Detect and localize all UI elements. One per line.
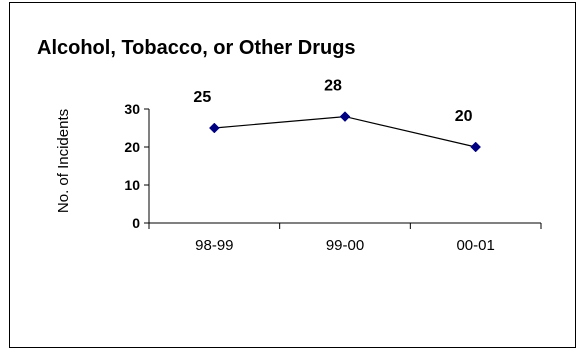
axes: 0 10 20 30 98-99 99-00 00-01: [124, 101, 542, 254]
y-tick-label: 30: [124, 101, 140, 117]
x-tick-label: 00-01: [456, 237, 494, 254]
y-tick-label: 20: [124, 139, 140, 155]
y-axis-label: No. of Incidents: [55, 109, 72, 213]
data-label: 25: [193, 89, 211, 106]
data-marker-diamond: [470, 141, 482, 153]
data-marker-diamond: [339, 111, 351, 122]
chart-title: Alcohol, Tobacco, or Other Drugs: [37, 37, 356, 59]
x-tick-label: 99-00: [326, 237, 364, 254]
data-label: 20: [455, 108, 473, 125]
data-marker-diamond: [208, 122, 220, 134]
y-tick-label: 0: [132, 215, 140, 231]
x-tick-label: 98-99: [195, 237, 233, 254]
data-markers: [208, 111, 482, 153]
data-label: 28: [324, 78, 342, 95]
data-labels: 25 28 20: [193, 78, 472, 125]
y-tick-label: 10: [124, 177, 140, 193]
chart-frame: [9, 2, 576, 348]
